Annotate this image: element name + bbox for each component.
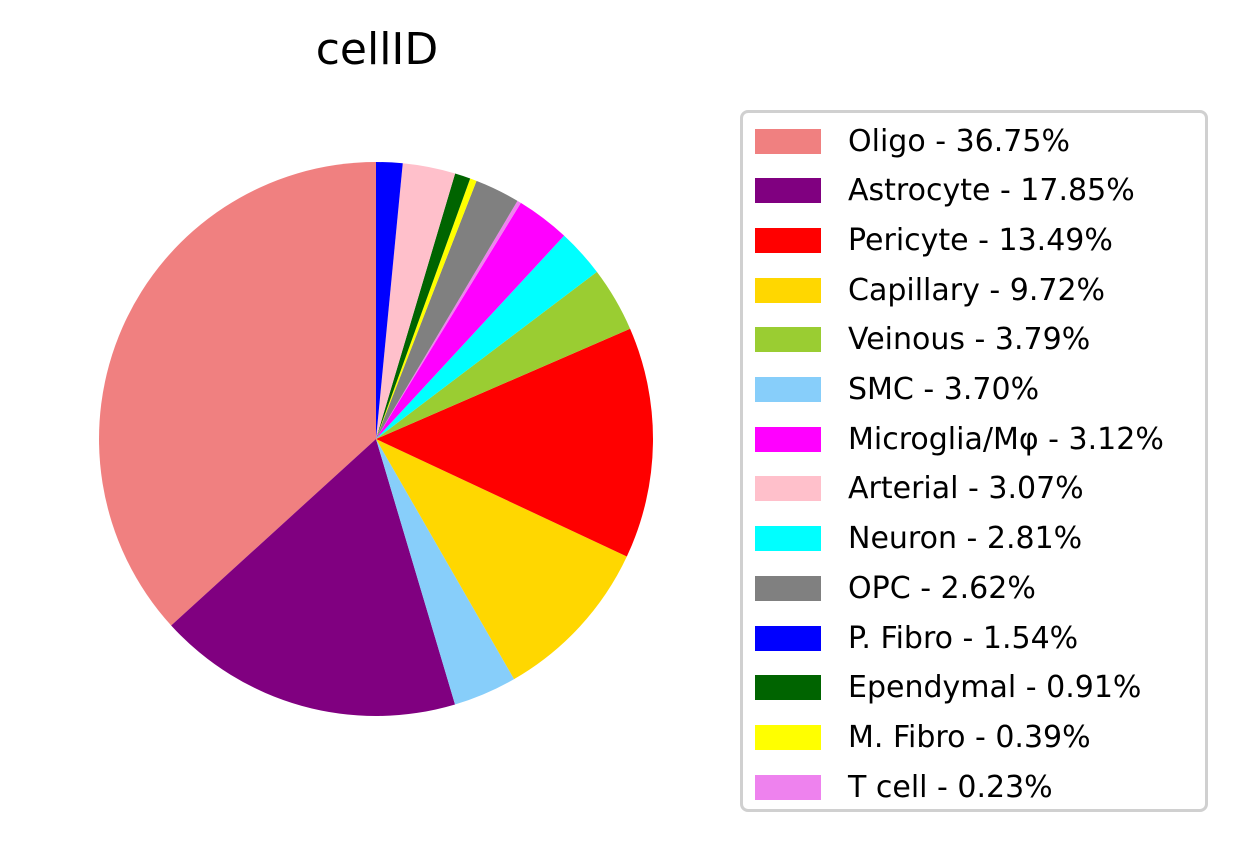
legend-item: P. Fibro - 1.54% xyxy=(755,618,1078,658)
legend-label: P. Fibro - 1.54% xyxy=(848,620,1079,656)
pie-slice-4 xyxy=(376,271,631,439)
legend-item: Capillary - 9.72% xyxy=(755,270,1105,310)
pie-slice-2 xyxy=(376,328,654,557)
pie-slice-8 xyxy=(376,235,597,439)
legend-label: Pericyte - 13.49% xyxy=(848,222,1113,258)
pie-slice-7 xyxy=(376,163,456,440)
legend-item: OPC - 2.62% xyxy=(755,568,1036,608)
legend-item: Arterial - 3.07% xyxy=(755,469,1084,509)
legend-label: OPC - 2.62% xyxy=(848,570,1036,606)
legend-swatch xyxy=(755,377,821,402)
pie-slice-13 xyxy=(376,200,521,439)
legend-item: Pericyte - 13.49% xyxy=(755,220,1113,260)
pie-slice-10 xyxy=(376,162,403,439)
legend-item: Neuron - 2.81% xyxy=(755,519,1082,559)
legend-label: Arterial - 3.07% xyxy=(848,471,1084,507)
legend-swatch xyxy=(755,227,821,253)
legend-swatch xyxy=(755,675,821,701)
pie-slice-3 xyxy=(376,439,627,680)
legend-label: Astrocyte - 17.85% xyxy=(848,173,1135,209)
pie-slice-1 xyxy=(171,439,456,716)
legend-swatch xyxy=(755,327,821,353)
pie-slice-11 xyxy=(376,173,471,440)
pie-slice-5 xyxy=(376,439,515,705)
legend-label: Oligo - 36.75% xyxy=(848,123,1070,159)
pie-slice-6 xyxy=(376,202,565,439)
legend-item: T cell - 0.23% xyxy=(755,767,1053,807)
legend-swatch xyxy=(755,277,821,303)
legend: Oligo - 36.75% Astrocyte - 17.85% Pericyte… xyxy=(740,110,1208,812)
legend-item: Astrocyte - 17.85% xyxy=(755,171,1135,211)
pie-slice-0 xyxy=(99,162,377,626)
legend-label: Veinous - 3.79% xyxy=(848,322,1091,358)
legend-label: Neuron - 2.81% xyxy=(848,521,1083,557)
legend-item: Microglia/Mφ - 3.12% xyxy=(755,419,1164,459)
legend-swatch xyxy=(755,476,821,502)
legend-swatch xyxy=(755,128,821,154)
pie-chart xyxy=(99,162,654,716)
legend-label: T cell - 0.23% xyxy=(848,769,1053,805)
pie-slice-12 xyxy=(376,178,477,439)
legend-item: M. Fibro - 0.39% xyxy=(755,717,1091,757)
legend-label: M. Fibro - 0.39% xyxy=(848,719,1091,755)
legend-swatch xyxy=(755,426,821,452)
legend-item: SMC - 3.70% xyxy=(755,370,1039,410)
chart-title: cellID xyxy=(315,24,439,75)
legend-label: SMC - 3.70% xyxy=(848,372,1040,407)
legend-item: Veinous - 3.79% xyxy=(755,320,1090,360)
legend-swatch xyxy=(755,724,821,750)
legend-item: Oligo - 36.75% xyxy=(755,121,1070,161)
legend-swatch xyxy=(755,575,821,601)
legend-item: Ependymal - 0.91% xyxy=(755,668,1141,708)
legend-swatch xyxy=(755,774,821,800)
legend-swatch xyxy=(755,526,821,552)
legend-label: Ependymal - 0.91% xyxy=(848,670,1142,706)
legend-swatch xyxy=(755,178,821,204)
legend-label: Microglia/Mφ - 3.12% xyxy=(848,421,1164,457)
pie-slice-9 xyxy=(376,180,518,439)
legend-label: Capillary - 9.72% xyxy=(848,272,1106,308)
legend-swatch xyxy=(755,625,821,651)
